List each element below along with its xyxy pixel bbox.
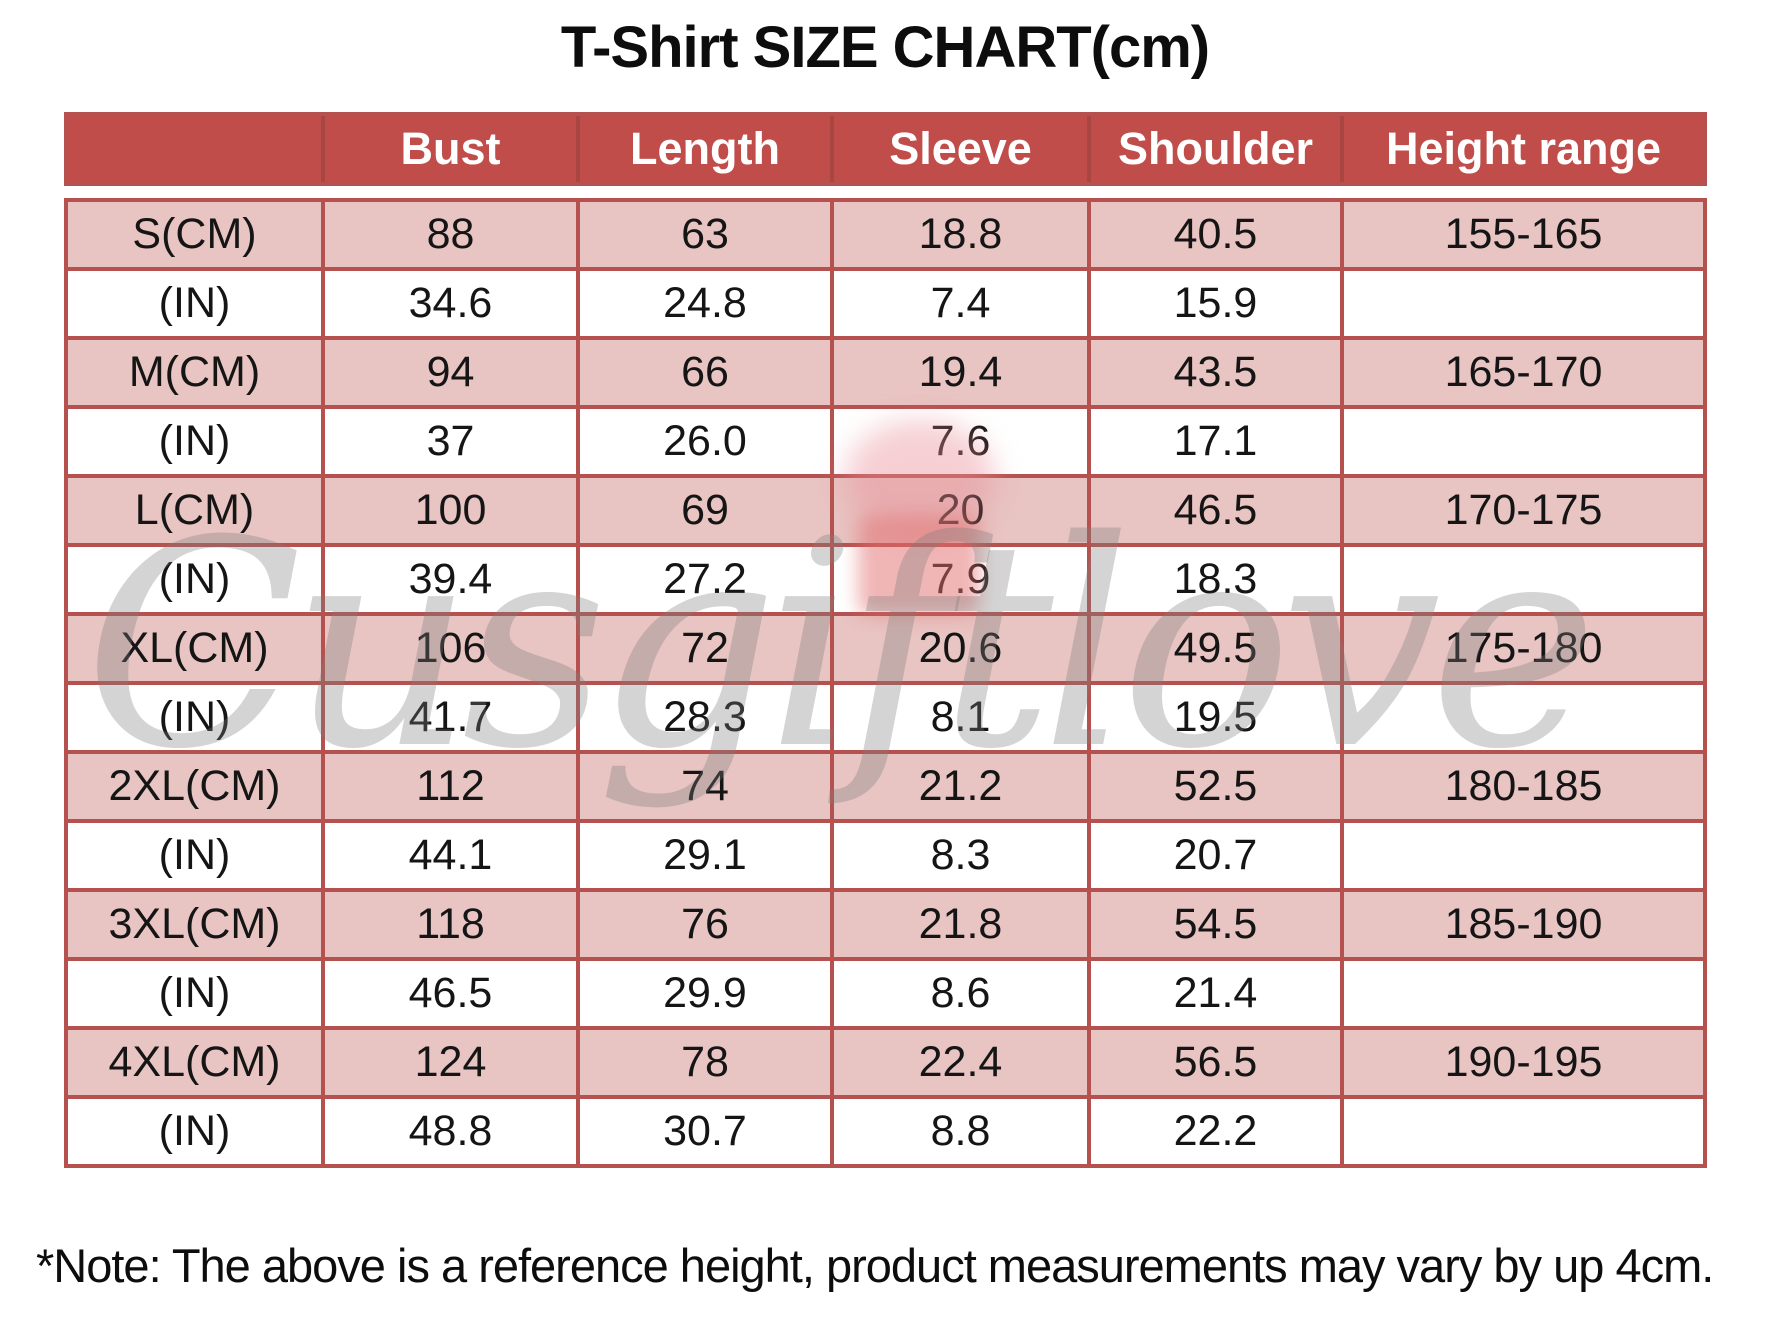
table-header-row: Bust Length Sleeve Shoulder Height range [64, 112, 1707, 186]
table-cell: 7.4 [834, 271, 1087, 336]
table-cell: 41.7 [325, 685, 576, 750]
size-label-cell: (IN) [68, 685, 321, 750]
table-cell [1344, 823, 1703, 888]
table-cell: 78 [580, 1030, 830, 1095]
table-cell: 72 [580, 616, 830, 681]
footnote: *Note: The above is a reference height, … [36, 1239, 1714, 1292]
table-cell: 124 [325, 1030, 576, 1095]
column-header: Shoulder [1091, 116, 1340, 182]
size-label-cell: M(CM) [68, 340, 321, 405]
table-cell: 8.8 [834, 1099, 1087, 1164]
column-header: Height range [1344, 116, 1703, 182]
size-label-cell: 3XL(CM) [68, 892, 321, 957]
table-cell: 20.7 [1091, 823, 1340, 888]
table-cell [1344, 409, 1703, 474]
size-label-cell: (IN) [68, 1099, 321, 1164]
table-cell: 46.5 [1091, 478, 1340, 543]
table-cell [1344, 685, 1703, 750]
size-label-cell: L(CM) [68, 478, 321, 543]
table-cell [1344, 271, 1703, 336]
table-cell: 40.5 [1091, 202, 1340, 267]
table-cell: 34.6 [325, 271, 576, 336]
table-cell: 49.5 [1091, 616, 1340, 681]
table-cell: 112 [325, 754, 576, 819]
column-header: Sleeve [834, 116, 1087, 182]
table-cell: 7.6 [834, 409, 1087, 474]
table-cell: 37 [325, 409, 576, 474]
table-cell: 63 [580, 202, 830, 267]
table-cell: 170-175 [1344, 478, 1703, 543]
table-cell: 21.2 [834, 754, 1087, 819]
table-cell: 106 [325, 616, 576, 681]
table-cell: 20 [834, 478, 1087, 543]
column-header [68, 116, 321, 182]
table-cell [1344, 961, 1703, 1026]
table-cell: 29.1 [580, 823, 830, 888]
table-cell: 48.8 [325, 1099, 576, 1164]
table-cell: 43.5 [1091, 340, 1340, 405]
size-label-cell: 2XL(CM) [68, 754, 321, 819]
table-cell: 28.3 [580, 685, 830, 750]
table-cell: 54.5 [1091, 892, 1340, 957]
table-cell: 21.4 [1091, 961, 1340, 1026]
table-cell: 29.9 [580, 961, 830, 1026]
size-label-cell: (IN) [68, 409, 321, 474]
size-label-cell: 4XL(CM) [68, 1030, 321, 1095]
table-cell [1344, 547, 1703, 612]
table-cell: 19.5 [1091, 685, 1340, 750]
table-cell: 69 [580, 478, 830, 543]
size-chart-table: Bust Length Sleeve Shoulder Height range S(C… [64, 112, 1707, 1168]
table-cell: 15.9 [1091, 271, 1340, 336]
table-cell: 100 [325, 478, 576, 543]
table-body: S(CM) 88 63 18.8 40.5 155-165 (IN) 34.6 24.8 7.4 1… [64, 198, 1707, 1168]
table-cell: 66 [580, 340, 830, 405]
size-label-cell: (IN) [68, 271, 321, 336]
table-cell: 76 [580, 892, 830, 957]
table-cell: 185-190 [1344, 892, 1703, 957]
column-header: Bust [325, 116, 576, 182]
table-cell: 17.1 [1091, 409, 1340, 474]
table-cell: 155-165 [1344, 202, 1703, 267]
table-cell: 8.1 [834, 685, 1087, 750]
table-cell: 39.4 [325, 547, 576, 612]
table-cell: 27.2 [580, 547, 830, 612]
table-cell: 19.4 [834, 340, 1087, 405]
table-cell: 20.6 [834, 616, 1087, 681]
header-body-divider [64, 186, 1707, 198]
table-cell: 118 [325, 892, 576, 957]
table-cell: 22.4 [834, 1030, 1087, 1095]
table-cell: 22.2 [1091, 1099, 1340, 1164]
table-cell: 56.5 [1091, 1030, 1340, 1095]
table-cell: 18.3 [1091, 547, 1340, 612]
table-cell: 18.8 [834, 202, 1087, 267]
table-cell [1344, 1099, 1703, 1164]
size-label-cell: (IN) [68, 823, 321, 888]
table-cell: 88 [325, 202, 576, 267]
table-cell: 74 [580, 754, 830, 819]
table-cell: 26.0 [580, 409, 830, 474]
size-label-cell: (IN) [68, 961, 321, 1026]
page-title: T-Shirt SIZE CHART(cm) [560, 15, 1210, 80]
table-cell: 180-185 [1344, 754, 1703, 819]
table-cell: 21.8 [834, 892, 1087, 957]
table-cell: 24.8 [580, 271, 830, 336]
table-cell: 7.9 [834, 547, 1087, 612]
table-cell: 44.1 [325, 823, 576, 888]
table-cell: 8.6 [834, 961, 1087, 1026]
column-header: Length [580, 116, 830, 182]
table-cell: 46.5 [325, 961, 576, 1026]
table-cell: 52.5 [1091, 754, 1340, 819]
table-cell: 30.7 [580, 1099, 830, 1164]
table-cell: 165-170 [1344, 340, 1703, 405]
size-label-cell: (IN) [68, 547, 321, 612]
table-cell: 8.3 [834, 823, 1087, 888]
size-label-cell: S(CM) [68, 202, 321, 267]
table-cell: 175-180 [1344, 616, 1703, 681]
table-cell: 94 [325, 340, 576, 405]
size-label-cell: XL(CM) [68, 616, 321, 681]
table-cell: 190-195 [1344, 1030, 1703, 1095]
